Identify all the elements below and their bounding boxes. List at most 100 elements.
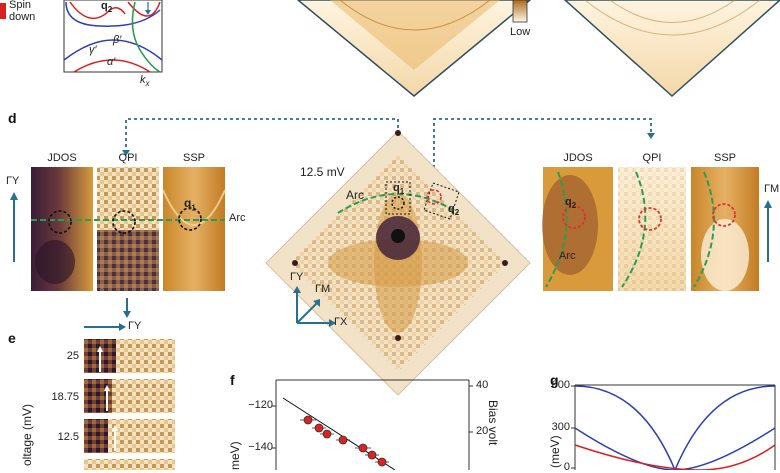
f-point-6: [367, 450, 377, 460]
qpi-left-dark-lower: [97, 230, 159, 291]
f-right-tick-40: 40: [476, 379, 489, 391]
corner-spot-right: [502, 260, 508, 266]
e-axis-label: ΓY: [128, 320, 142, 332]
center-arc: [337, 193, 459, 214]
d-left-axis-label: ΓY: [6, 175, 20, 187]
qpi-circle: [112, 210, 136, 234]
arc-right-ssp: [693, 171, 715, 288]
e-arrowhead-25: [97, 346, 103, 352]
panel-e-letter: e: [8, 330, 16, 346]
band-green-arc: [131, 1, 161, 73]
jdos-right-shade: [542, 175, 598, 275]
legend-spin-line2: down: [9, 11, 36, 23]
qpi-center-core: [391, 229, 405, 243]
qpi-right-circle: [638, 207, 662, 231]
e-strip-12-dark: [84, 419, 108, 453]
arrow-to-e-head: [123, 311, 131, 318]
c-beta-label: β′: [113, 34, 122, 46]
e-strip-partial: [84, 459, 175, 470]
spin-down-swatch: [0, 3, 6, 19]
d-q1-left-label: q1: [184, 196, 196, 213]
colorbar-low-label: Low: [510, 26, 531, 38]
jdos-right-circle: [562, 205, 586, 229]
d-center-arc-label: Arc: [346, 188, 364, 202]
e-axis-arrowhead: [119, 323, 126, 331]
f-point-4: [338, 435, 348, 445]
gm-arrowhead-right: [764, 200, 772, 208]
axis-gx-head: [329, 319, 336, 327]
d-right-title-ssp: SSP: [713, 152, 736, 164]
g-band-blue-1: [574, 385, 776, 470]
corner-spot-bottom: [395, 335, 401, 341]
d-arc-left-label: Arc: [229, 212, 246, 224]
q-arrowhead: [145, 10, 151, 15]
g-band-blue-2: [574, 427, 776, 470]
connector-left-head: [122, 150, 130, 156]
ssp-circle: [178, 207, 202, 231]
arc-right-jdos: [545, 171, 568, 288]
connector-left: [125, 118, 399, 153]
d-left-title-ssp: SSP: [182, 152, 205, 164]
d-left-title-qpi: QPI: [118, 152, 138, 164]
f-ylabel: meV): [228, 441, 242, 470]
d-axis-gy-label: ΓY: [290, 271, 304, 283]
d-center-q2-label: q2: [448, 203, 460, 218]
f-point-2: [314, 423, 324, 433]
c-kx-label: kx: [140, 74, 150, 89]
f-fit-line: [282, 397, 396, 470]
jdos-circle: [48, 210, 72, 234]
fermi-map-2-contour-inner: [609, 0, 736, 23]
f-markers: [300, 415, 389, 467]
e-ylabel: oltage (mV): [20, 403, 34, 466]
f-point-1: [303, 415, 313, 425]
corner-spot-top: [395, 130, 401, 136]
e-arrowhead-12: [112, 425, 118, 431]
g-band-red: [574, 444, 776, 470]
e-voltage-12: 12.5: [57, 431, 79, 443]
panel-f-letter: f: [230, 372, 235, 388]
g-tick-0-label: 0: [563, 461, 570, 473]
panel-g-letter: g: [550, 372, 559, 388]
colorbar: [512, 0, 528, 23]
g-tick-300-label: 300: [551, 421, 570, 433]
f-right-tick-20: 20: [476, 425, 489, 437]
e-arrowhead-18: [104, 385, 110, 391]
f-point-7: [377, 457, 387, 467]
band-blue-upper: [65, 1, 161, 27]
axis-gm-head: [313, 299, 320, 307]
d-right-title-jdos: JDOS: [563, 152, 593, 164]
qpi-right-texture: [618, 167, 686, 291]
axis-gm-line: [296, 302, 318, 324]
panel-d-letter: d: [8, 110, 17, 126]
d-axis-gm-label: ΓM: [315, 283, 331, 295]
corner-spot-left: [292, 260, 298, 266]
d-energy-label: 12.5 mV: [300, 165, 345, 179]
c-alpha-label: α′: [107, 56, 116, 68]
d-right-q2-label: q2: [565, 196, 577, 211]
g-tick-600-label: 600: [551, 379, 570, 391]
gy-arrowhead-left: [10, 192, 18, 200]
ssp-right-circle: [712, 203, 736, 227]
e-strips: [84, 339, 175, 470]
d-right-title-qpi: QPI: [642, 152, 662, 164]
f-left-tick-140: −140: [248, 441, 273, 453]
d-left-title-jdos: JDOS: [47, 152, 77, 164]
fermi-map-triangle-2: [563, 0, 780, 98]
band-red-lower: [73, 59, 151, 73]
jdos-left-dark-blob: [35, 240, 75, 284]
connector-right-head: [647, 133, 655, 139]
ssp-left-tile: [163, 167, 225, 291]
g-ylabel: (meV): [548, 435, 562, 468]
q2-circle: [426, 189, 442, 205]
fermi-map-2-contour: [584, 0, 761, 36]
arc-right-qpi: [621, 171, 647, 288]
band-red-top: [69, 1, 126, 19]
d-right-axis-label: ΓM: [764, 183, 780, 195]
d-right-arc-label: Arc: [559, 250, 576, 262]
band-red-right: [127, 1, 161, 17]
q1-circle: [391, 196, 405, 210]
legend-spin-line1: Spin: [9, 0, 32, 11]
c-q2-label: q2: [101, 0, 113, 15]
fermi-map-1-shade: [330, 0, 500, 70]
